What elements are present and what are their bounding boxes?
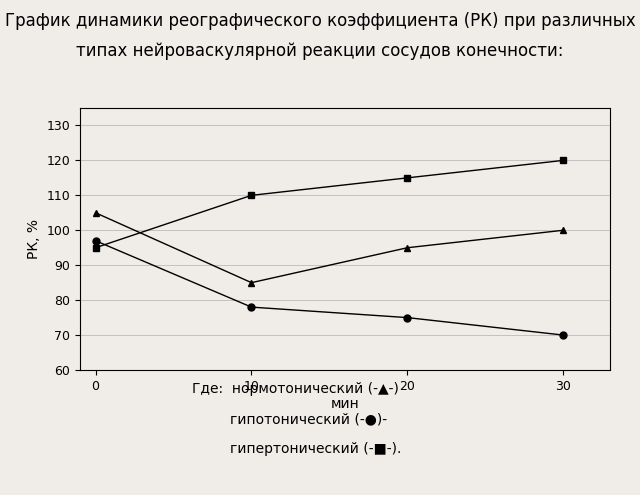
Text: гипертонический (-■-).: гипертонический (-■-).: [230, 442, 402, 455]
X-axis label: мин: мин: [331, 397, 360, 411]
Text: График динамики реографического коэффициента (РК) при различных: График динамики реографического коэффици…: [4, 12, 636, 30]
Y-axis label: РК, %: РК, %: [27, 219, 41, 259]
Text: Где:  нормотонический (-▲-): Где: нормотонический (-▲-): [192, 382, 399, 396]
Text: типах нейроваскулярной реакции сосудов конечности:: типах нейроваскулярной реакции сосудов к…: [76, 42, 564, 60]
Text: гипотонический (-●)-: гипотонический (-●)-: [230, 412, 388, 426]
